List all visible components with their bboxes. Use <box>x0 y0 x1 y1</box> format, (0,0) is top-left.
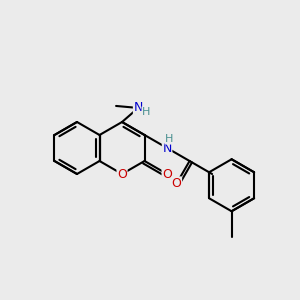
Text: H: H <box>142 107 150 117</box>
Text: H: H <box>165 134 173 144</box>
Text: O: O <box>117 167 127 181</box>
Text: O: O <box>172 177 182 190</box>
Text: O: O <box>162 167 172 181</box>
Text: N: N <box>162 142 172 154</box>
Text: N: N <box>134 101 143 114</box>
